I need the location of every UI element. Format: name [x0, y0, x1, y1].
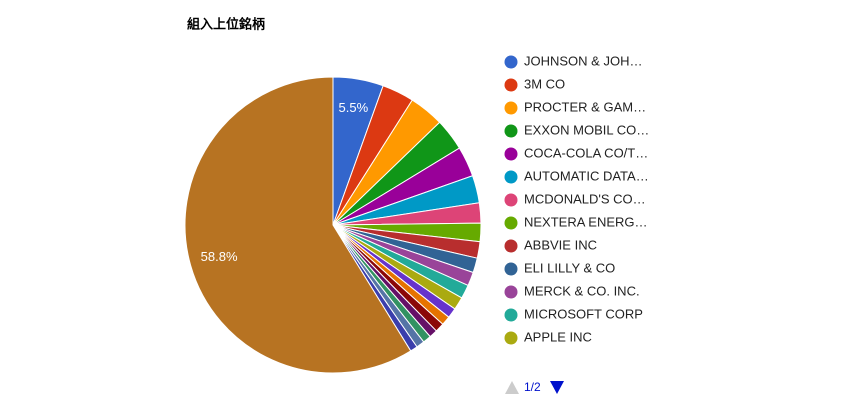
- legend-swatch: [504, 101, 518, 115]
- legend-page: 1/2: [524, 380, 541, 394]
- slice-label: 5.5%: [339, 100, 369, 115]
- legend-next[interactable]: [550, 381, 564, 394]
- legend-label: 3M CO: [524, 76, 565, 91]
- legend-swatch: [504, 193, 518, 207]
- pie-slice: [184, 76, 412, 374]
- legend-swatch: [504, 147, 518, 161]
- legend-swatch: [504, 78, 518, 92]
- legend-label: ABBVIE INC: [524, 237, 597, 252]
- legend-label: PROCTER & GAM…: [524, 99, 646, 114]
- legend-swatch: [504, 331, 518, 345]
- legend-label: JOHNSON & JOH…: [524, 53, 642, 68]
- legend-swatch: [504, 285, 518, 299]
- legend-swatch: [504, 308, 518, 322]
- legend-swatch: [504, 239, 518, 253]
- legend-swatch: [504, 124, 518, 138]
- chart-title: 組入上位銘柄: [187, 16, 265, 31]
- legend-label: EXXON MOBIL CO…: [524, 122, 649, 137]
- legend-label: APPLE INC: [524, 329, 592, 344]
- legend-swatch: [504, 55, 518, 69]
- legend-swatch: [504, 170, 518, 184]
- legend-label: MICROSOFT CORP: [524, 306, 643, 321]
- slice-label: 58.8%: [201, 249, 238, 264]
- legend-swatch: [504, 216, 518, 230]
- legend-label: AUTOMATIC DATA…: [524, 168, 649, 183]
- legend-label: MCDONALD'S CO…: [524, 191, 646, 206]
- legend-label: MERCK & CO. INC.: [524, 283, 640, 298]
- legend-label: NEXTERA ENERG…: [524, 214, 648, 229]
- legend-prev: [505, 381, 519, 394]
- legend-label: ELI LILLY & CO: [524, 260, 615, 275]
- legend-swatch: [504, 262, 518, 276]
- legend-label: COCA-COLA CO/T…: [524, 145, 648, 160]
